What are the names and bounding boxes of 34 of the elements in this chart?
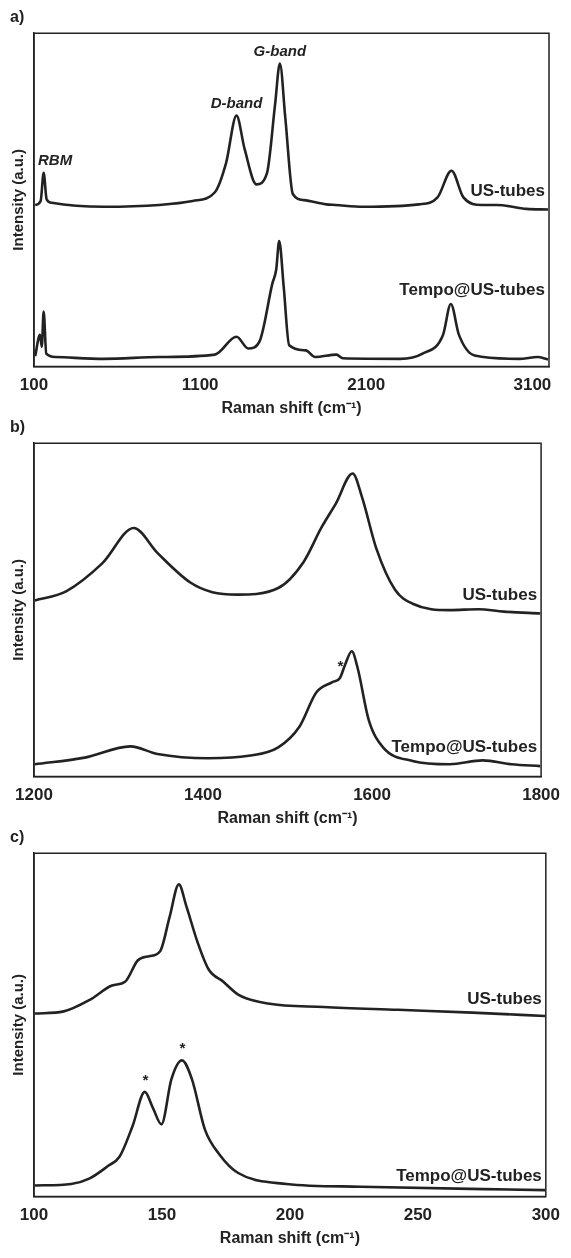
x-tick-label: 3100: [513, 375, 552, 395]
x-tick-label: 1800: [522, 785, 560, 805]
x-axis-title: Raman shift (cm⁻¹): [219, 1228, 360, 1246]
annotation: *: [337, 656, 345, 674]
x-tick-label: 200: [275, 1205, 305, 1225]
y-axis-title: Intensity (a.u.): [9, 558, 27, 661]
x-tick-label: 250: [403, 1205, 433, 1225]
annotation: RBM: [37, 151, 73, 169]
x-tick-label: 100: [19, 375, 49, 395]
y-axis-title: Intensity (a.u.): [9, 148, 27, 251]
annotation: G-band: [253, 42, 307, 60]
series-label: US-tubes: [462, 585, 538, 605]
y-axis-title: Intensity (a.u.): [9, 973, 27, 1076]
x-tick-label: 1400: [184, 785, 222, 805]
series-label: US-tubes: [467, 988, 542, 1008]
series-label: Tempo@US-tubes: [391, 736, 538, 756]
annotation: D-band: [210, 94, 264, 112]
chart-title: a): [10, 8, 25, 26]
x-tick-label: 150: [147, 1205, 177, 1225]
chart-title: c): [10, 828, 25, 846]
x-tick-label: 100: [19, 1205, 49, 1225]
x-tick-label: 300: [531, 1205, 561, 1225]
series-label: US-tubes: [470, 181, 545, 201]
series-label: Tempo@US-tubes: [396, 1166, 542, 1186]
x-axis-title: Raman shift (cm⁻¹): [217, 808, 358, 826]
x-tick-label: 1100: [181, 375, 219, 395]
series-label: Tempo@US-tubes: [399, 280, 545, 300]
x-tick-label: 1200: [15, 785, 53, 805]
x-tick-label: 1600: [353, 785, 391, 805]
x-tick-label: 2100: [347, 375, 386, 395]
chart-title: b): [10, 418, 26, 436]
annotation: *: [178, 1039, 186, 1057]
annotation: *: [141, 1070, 149, 1088]
x-axis-title: Raman shift (cm⁻¹): [221, 398, 362, 416]
